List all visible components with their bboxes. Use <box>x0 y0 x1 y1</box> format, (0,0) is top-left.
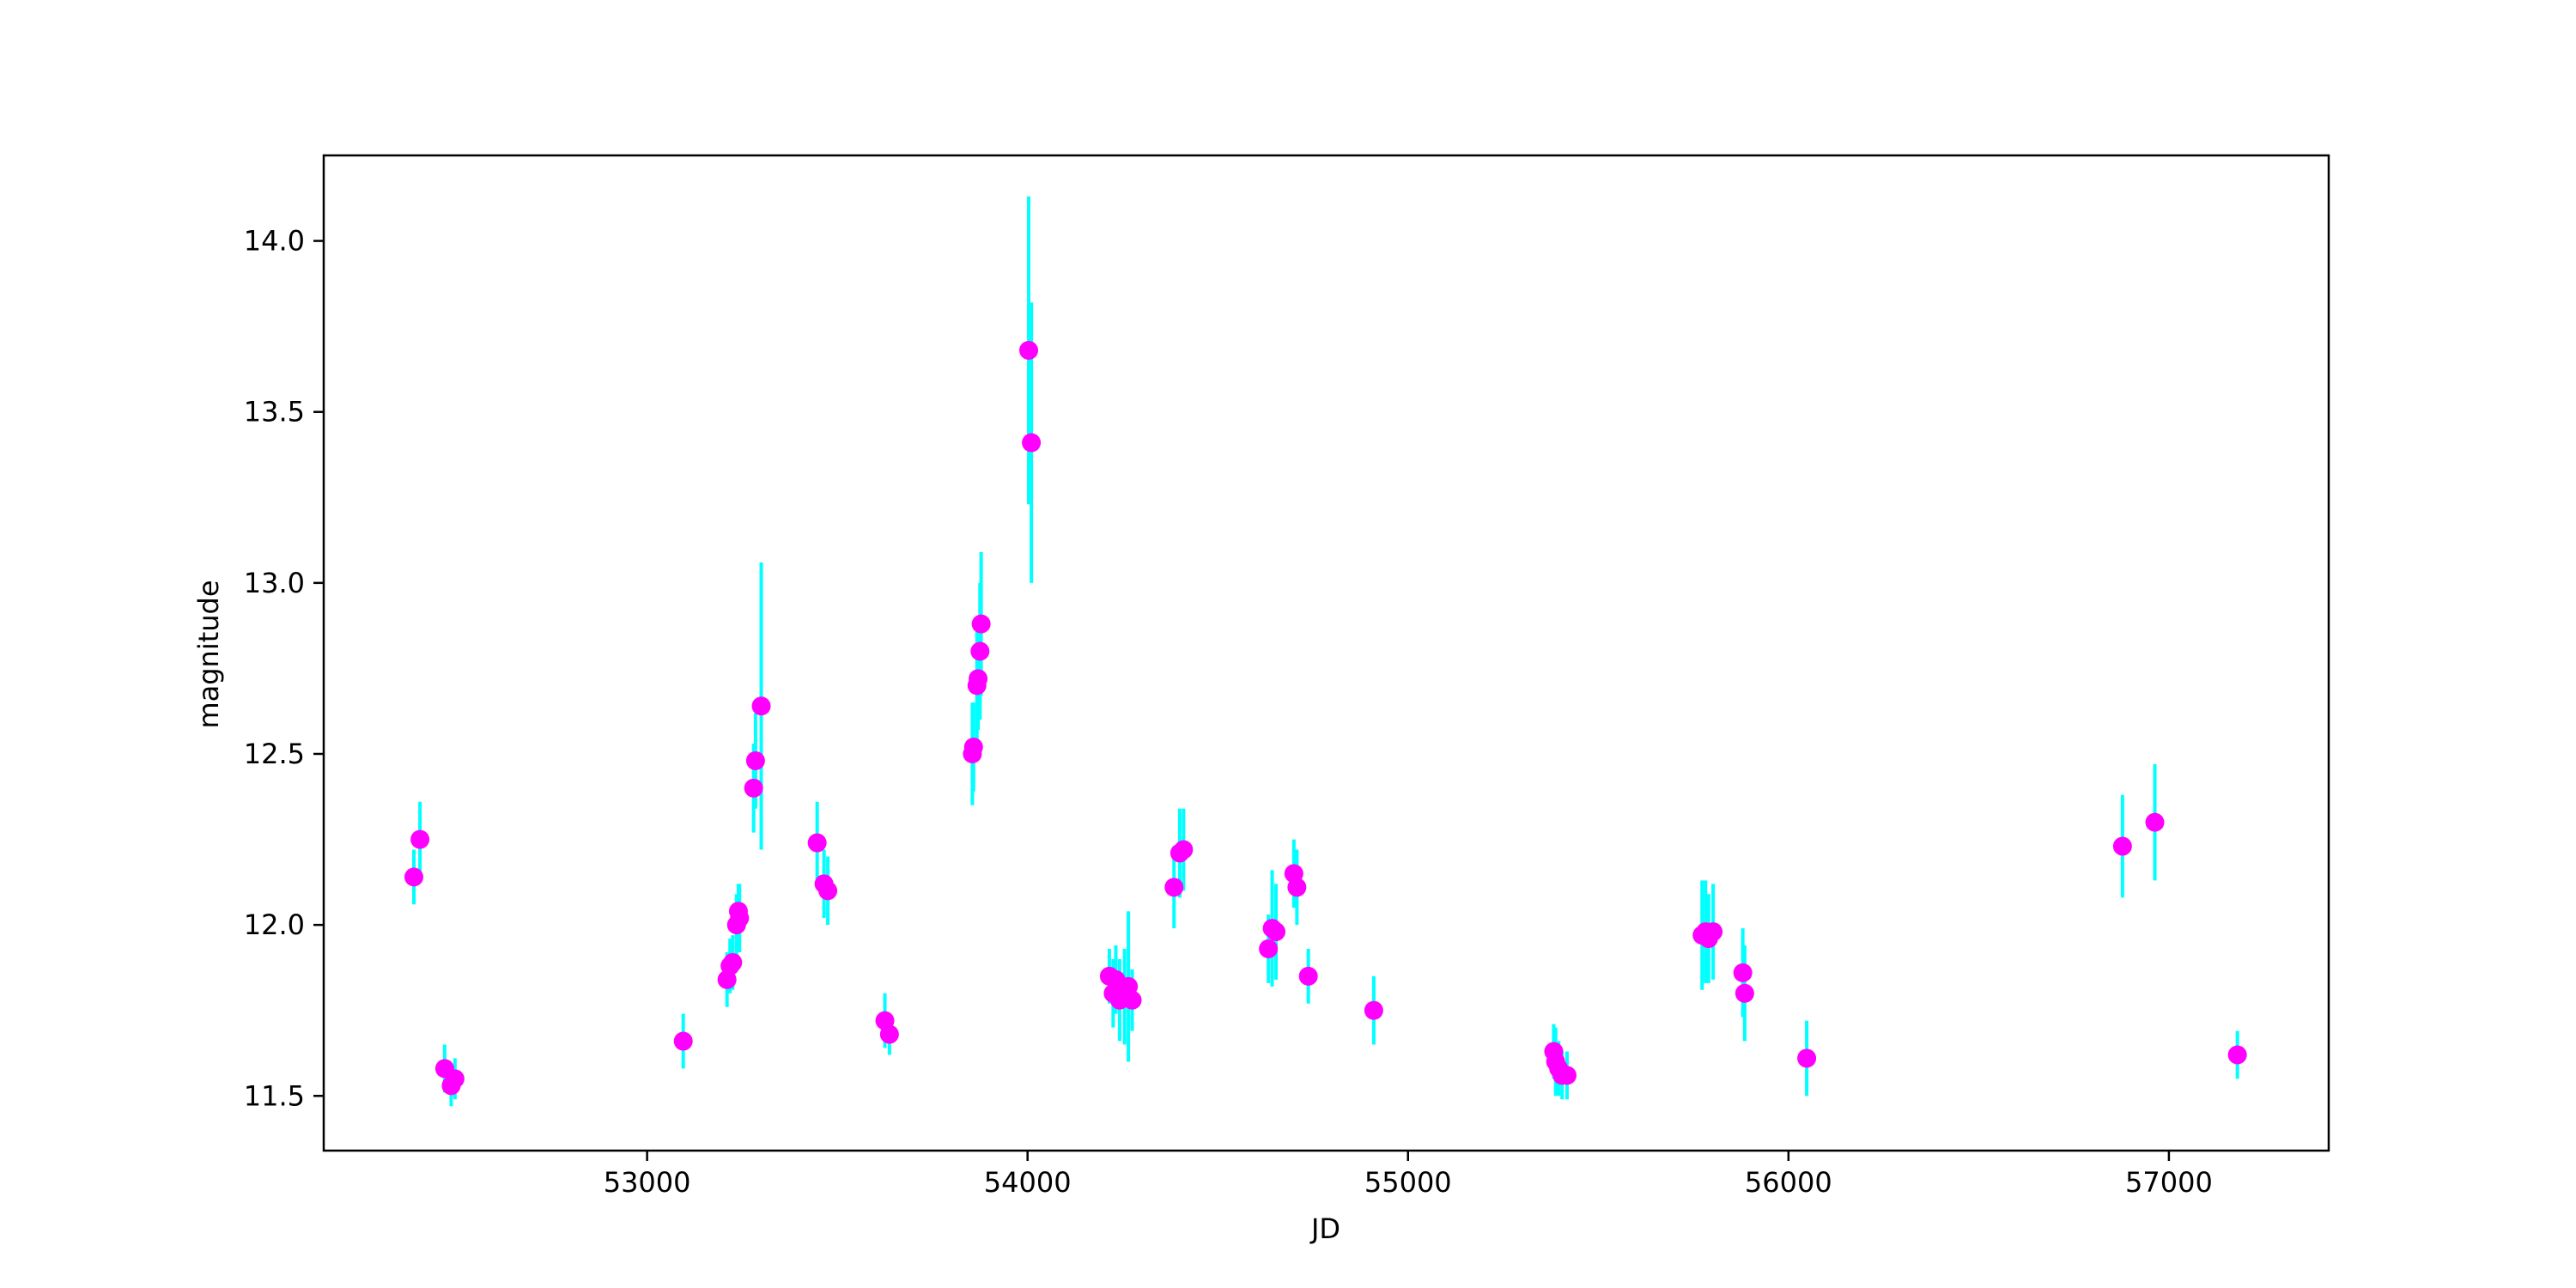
data-point <box>1735 983 1754 1003</box>
data-point <box>1733 963 1753 982</box>
x-axis: 53000 54000 55000 56000 57000 <box>604 1151 2213 1199</box>
x-tick-label: 54000 <box>984 1166 1072 1199</box>
data-point <box>2112 836 2132 856</box>
data-point <box>818 881 838 901</box>
data-point <box>730 908 750 928</box>
data-point <box>404 867 424 887</box>
data-point <box>963 738 983 757</box>
data-point <box>879 1024 899 1044</box>
data-point <box>1022 433 1042 453</box>
data-point <box>445 1069 465 1089</box>
data-point <box>2145 812 2165 832</box>
data-point <box>751 696 771 716</box>
data-point <box>1164 878 1184 897</box>
y-axis: 11.5 12.0 12.5 13.0 13.5 14.0 <box>244 225 324 1112</box>
y-axis-label: magnitude <box>192 580 225 728</box>
x-axis-label: JD <box>1309 1212 1340 1245</box>
data-point <box>723 952 743 972</box>
x-tick-label: 53000 <box>604 1166 691 1199</box>
data-point <box>970 641 990 661</box>
data-point <box>1267 922 1286 942</box>
data-point <box>1557 1066 1577 1085</box>
y-tick-label: 12.5 <box>244 738 305 770</box>
data-point <box>410 829 430 849</box>
y-tick-label: 13.5 <box>244 396 305 428</box>
data-point <box>1019 341 1039 361</box>
data-point <box>1259 939 1279 959</box>
y-tick-label: 12.0 <box>244 908 305 941</box>
data-point <box>971 614 991 634</box>
data-point-group <box>404 341 2247 1096</box>
data-point <box>745 750 765 770</box>
data-point <box>2227 1045 2247 1065</box>
data-point <box>807 833 827 853</box>
x-tick-label: 55000 <box>1364 1166 1452 1199</box>
x-tick-label: 57000 <box>2125 1166 2213 1199</box>
data-point <box>1797 1048 1817 1068</box>
data-point <box>1298 966 1318 986</box>
y-tick-label: 11.5 <box>244 1079 305 1112</box>
data-point <box>969 669 988 689</box>
y-tick-label: 13.0 <box>244 567 305 599</box>
data-point <box>1174 840 1194 860</box>
data-point <box>744 778 763 798</box>
plot-frame <box>322 154 2330 1152</box>
y-tick-label: 14.0 <box>244 225 305 258</box>
data-point <box>1122 990 1142 1010</box>
x-tick-label: 56000 <box>1745 1166 1832 1199</box>
data-point <box>1287 878 1307 897</box>
data-point <box>1704 922 1723 942</box>
data-point <box>673 1031 693 1051</box>
data-point <box>1364 1000 1383 1020</box>
